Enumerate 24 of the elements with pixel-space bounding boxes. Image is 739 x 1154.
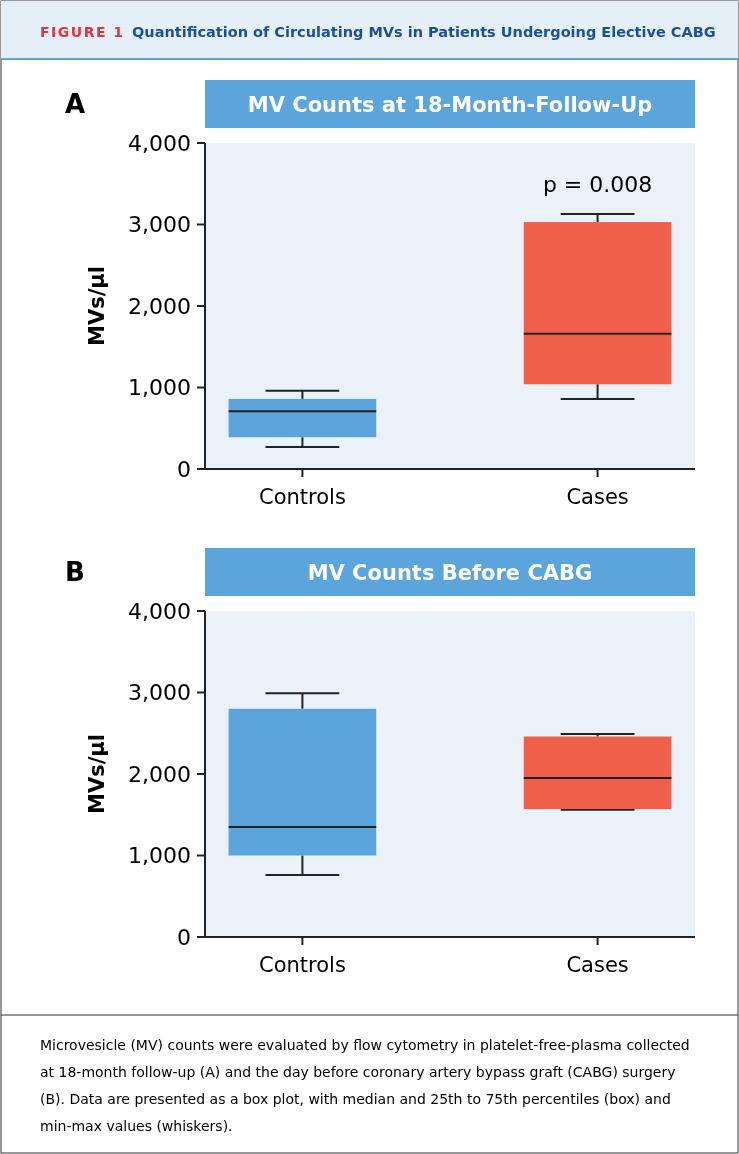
text: B [65, 557, 85, 587]
y-tick-label: 2,000 [128, 761, 191, 787]
chart-title: MV Counts at 18-Month-Follow-Up [247, 93, 653, 117]
x-tick-label: Cases [566, 485, 629, 509]
x-tick-label: Controls [258, 485, 346, 509]
y-tick-label: 0 [177, 456, 191, 482]
chart-title: MV Counts Before CABG [307, 561, 593, 585]
y-tick-label: 3,000 [128, 680, 191, 706]
y-axis-title: MVs/µl [85, 734, 109, 814]
text: Microvesicle (MV) counts were evaluated by flow cytometry in platelet-free-plasma collected at 18-month follow-up (A) and the day before coronary artery bypass graft (CABG) surgery (B). Data are presented as a box plot, with median and 25th to 75th percentiles (box) and min-max values (whiskers). [40, 1037, 690, 1134]
y-axis-title: MVs/µl [85, 266, 109, 346]
y-tick-label: 0 [177, 924, 191, 950]
y-tick-label: 2,000 [128, 293, 191, 319]
caption: FIGURE 1 [40, 24, 125, 40]
y-tick-label: 1,000 [128, 843, 191, 869]
y-tick-label: 4,000 [128, 598, 191, 624]
text: A [64, 89, 86, 119]
x-tick-label: Controls [258, 953, 346, 977]
annotation: p = 0.008 [542, 172, 653, 197]
x-tick-label: Cases [566, 953, 629, 977]
text: Quantification of Circulating MVs in Patients Undergoing Elective CABG [132, 24, 716, 40]
y-tick-label: 4,000 [128, 130, 191, 156]
y-tick-label: 1,000 [128, 375, 191, 401]
y-tick-label: 3,000 [128, 212, 191, 238]
